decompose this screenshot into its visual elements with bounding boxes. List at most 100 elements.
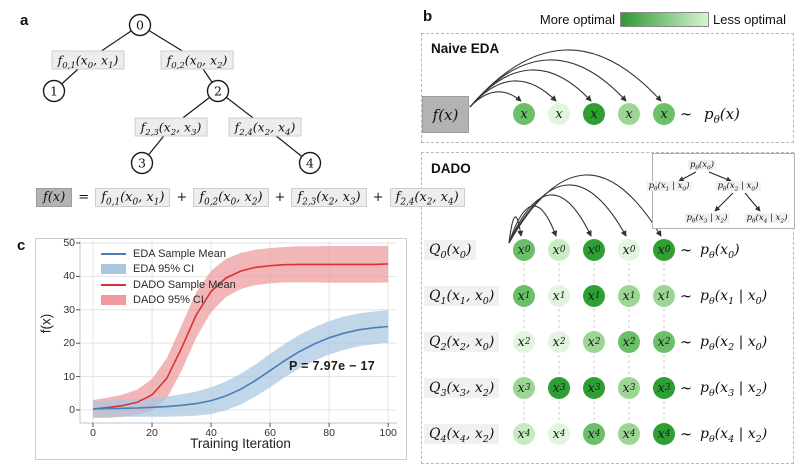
equation-lhs-box: f(x) (36, 188, 73, 207)
conditional-distribution-label: pθ(x3 | x2) (700, 380, 768, 399)
variable-node (42, 79, 66, 103)
legend-line-swatch (101, 283, 126, 286)
equation-term-box: f0,2(x0, x2) (193, 188, 269, 207)
inset-distribution-label: pθ(x0) (687, 160, 717, 172)
factor-box: f2,4(x2, x4) (228, 117, 302, 137)
color-legend-less-optimal-label: Less optimal (713, 12, 786, 27)
plus-sign: + (176, 190, 188, 205)
inset-arrow (678, 171, 697, 182)
variable-node-label: 0 (136, 17, 144, 32)
legend-band-swatch (101, 295, 126, 306)
inset-distribution-label: pθ(x3 | x2) (684, 213, 730, 225)
tilde-symbol: ∼ (679, 425, 693, 443)
inset-distribution-label: pθ(x1 | x0) (646, 181, 692, 193)
y-tick-label: 10 (63, 370, 75, 383)
inset-arrow (744, 192, 761, 212)
legend-entry: DADO Sample Mean (101, 277, 236, 293)
variable-node (130, 151, 154, 175)
variable-node-label: 3 (138, 155, 146, 170)
dado-panel-box (421, 152, 794, 464)
legend-label: EDA Sample Mean (133, 247, 226, 260)
equation-term-box: f2,3(x2, x3) (291, 188, 367, 207)
x-tick-label: 60 (264, 427, 276, 439)
plus-sign: + (274, 190, 286, 205)
factor-box: f0,1(x0, x1) (51, 50, 125, 70)
factor-box: f0,2(x0, x2) (160, 50, 234, 70)
tilde-symbol: ∼ (679, 379, 693, 397)
legend-band-swatch (101, 264, 126, 275)
legend-label: EDA 95% CI (133, 263, 195, 276)
sample-circle: x (513, 103, 535, 125)
q-function-label: Q0(x0) (424, 240, 477, 260)
naive-eda-title: Naive EDA (431, 41, 500, 56)
dado-factorization-inset: pθ(x0) pθ(x1 | x0) pθ(x2 | x0) pθ(x3 | x2) p… (646, 153, 795, 229)
tilde-symbol: ∼ (679, 333, 693, 351)
naive-distribution-label: pθ(x) (704, 105, 740, 126)
sample-circle: x (618, 103, 640, 125)
equals-sign: = (78, 190, 90, 205)
dado-title: DADO (431, 161, 471, 176)
x-tick-label: 80 (323, 427, 335, 439)
panel-b-label: b (423, 8, 433, 25)
variable-node (206, 79, 230, 103)
legend-line-swatch (101, 252, 126, 255)
inset-arrow (714, 192, 734, 212)
panel-a-equation: f(x) = f0,1(x0, x1) + f0,2(x0, x2) + f2,3(x2, … (36, 188, 465, 207)
x-tick-label: 100 (379, 427, 397, 439)
tilde-symbol: ∼ (679, 241, 693, 259)
inset-arrows (678, 171, 761, 212)
variable-node-label: 1 (50, 83, 58, 98)
sample-circle: x (548, 103, 570, 125)
tilde-symbol: ∼ (679, 287, 693, 305)
color-legend-gradient-bar (620, 12, 709, 27)
legend-label: DADO 95% CI (133, 294, 204, 307)
sample-circle: x (583, 103, 605, 125)
legend-entry: DADO 95% CI (101, 293, 236, 309)
y-tick-label: 0 (69, 403, 75, 416)
y-tick-label: 20 (63, 337, 75, 350)
legend-label: DADO Sample Mean (133, 278, 236, 291)
legend-entry: EDA Sample Mean (101, 246, 236, 262)
objective-function-box: f(x) (422, 96, 469, 133)
inset-distribution-label: pθ(x4 | x2) (744, 213, 790, 225)
panel-c-label: c (17, 237, 26, 254)
y-tick-label: 40 (63, 270, 75, 283)
tilde-symbol: ∼ (679, 105, 693, 123)
y-tick-label: 30 (63, 303, 75, 316)
variable-node-label: 2 (214, 83, 222, 98)
x-axis-label: Training Iteration (190, 436, 291, 451)
panel-a-tree-edges: 0 1 2 3 4 (42, 13, 322, 175)
variable-node (298, 151, 322, 175)
x-tick-label: 40 (205, 427, 217, 439)
sample-circle: x (653, 103, 675, 125)
x-tick-label: 20 (146, 427, 158, 439)
inset-distribution-label: pθ(x2 | x0) (715, 181, 761, 193)
conditional-distribution-label: pθ(x4 | x2) (700, 426, 768, 445)
variable-node (128, 13, 152, 37)
q-function-label: Q2(x2, x0) (424, 332, 500, 352)
naive-eda-panel-box (421, 33, 794, 143)
q-function-label: Q3(x3, x2) (424, 378, 500, 398)
